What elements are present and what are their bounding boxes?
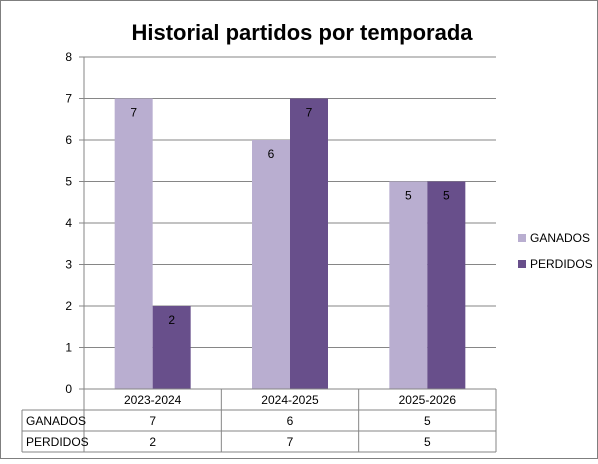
bar (290, 98, 328, 389)
y-tick-label: 7 (65, 92, 72, 106)
bar (252, 140, 290, 389)
y-tick-label: 0 (65, 382, 72, 396)
legend: GANADOS PERDIDOS (518, 231, 593, 271)
legend-label: GANADOS (530, 231, 590, 245)
bar (114, 98, 153, 389)
data-label: 6 (268, 147, 275, 161)
axes: 0 1 2 3 4 5 6 7 8 (65, 50, 496, 396)
table-cell: 7 (149, 414, 156, 428)
data-label: 7 (306, 106, 313, 120)
table-cell: 6 (287, 414, 294, 428)
y-tick-label: 2 (65, 299, 72, 313)
data-label: 2 (168, 313, 175, 327)
table-cell: 5 (424, 435, 431, 449)
table-category-label: 2025-2026 (399, 393, 457, 407)
table-cell: 7 (287, 435, 294, 449)
table-series-name: PERDIDOS (26, 435, 89, 449)
bar (152, 306, 191, 389)
data-label: 7 (130, 106, 137, 120)
legend-swatch (518, 260, 526, 268)
bars: 7 6 5 2 7 5 (114, 98, 466, 389)
table-cell: 5 (424, 414, 431, 428)
data-table: 2023-2024 2024-2025 2025-2026 GANADOS 7 6 5 PER… (21, 389, 497, 453)
table-cell: 2 (149, 435, 156, 449)
y-tick-label: 8 (65, 50, 72, 64)
bar (389, 181, 428, 389)
y-tick-label: 5 (65, 175, 72, 189)
y-tick-label: 6 (65, 133, 72, 147)
y-tick-label: 3 (65, 258, 72, 272)
legend-label: PERDIDOS (530, 257, 593, 271)
table-series-name: GANADOS (26, 414, 86, 428)
table-category-label: 2023-2024 (124, 393, 182, 407)
y-tick-label: 4 (65, 216, 72, 230)
table-category-label: 2024-2025 (261, 393, 319, 407)
y-tick-label: 1 (65, 341, 72, 355)
bar (427, 181, 466, 389)
chart-title: Historial partidos por temporada (131, 20, 473, 45)
data-label: 5 (405, 189, 412, 203)
data-label: 5 (443, 189, 450, 203)
legend-swatch (518, 234, 526, 242)
